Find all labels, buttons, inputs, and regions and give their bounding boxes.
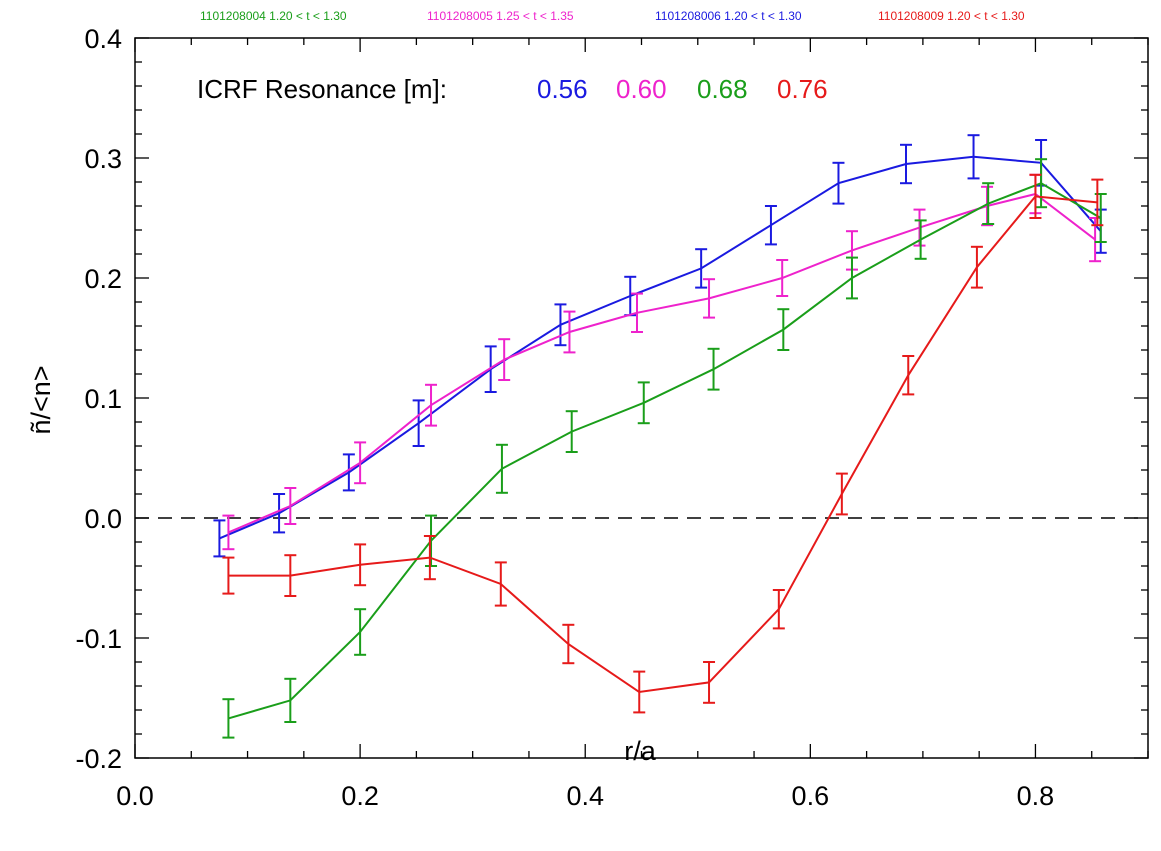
error-bar <box>772 589 785 630</box>
legend-entry: 0.68 <box>697 74 748 104</box>
error-bar <box>970 245 983 289</box>
error-bar <box>1035 158 1048 209</box>
y-tick-label: -0.1 <box>75 624 122 654</box>
error-bar <box>562 623 575 665</box>
error-bar <box>1029 173 1042 219</box>
error-bar <box>354 608 367 656</box>
x-tick-label: 0.4 <box>566 781 604 811</box>
error-bar <box>342 453 355 492</box>
axes: 0.0 0.2 0.4 0.6 0.8 -0.2 -0.1 0.0 0.1 0.2 0.3 0.4 <box>75 24 1149 811</box>
error-bar <box>354 441 367 485</box>
y-tick-label: 0.4 <box>84 24 122 54</box>
error-bar <box>222 556 235 595</box>
error-bar <box>967 134 980 180</box>
error-bar <box>284 554 297 597</box>
legend-entry: 0.60 <box>616 74 667 104</box>
error-bar <box>630 292 643 333</box>
error-bar <box>1091 178 1104 227</box>
error-bar <box>982 182 995 225</box>
shot-label: 1101208009 1.20 < t < 1.30 <box>878 9 1025 23</box>
series-layer <box>213 134 1107 739</box>
error-bar <box>695 248 708 289</box>
error-bar <box>981 185 994 227</box>
error-bar <box>633 670 646 714</box>
shot-label: 1101208004 1.20 < t < 1.30 <box>200 9 347 23</box>
error-bar <box>273 493 286 534</box>
error-bar <box>776 259 789 297</box>
error-bar <box>764 205 777 246</box>
error-bar <box>554 303 567 347</box>
shot-labels: 1101208004 1.20 < t < 1.30 1101208005 1.2… <box>200 9 1025 23</box>
y-tick-label: 0.2 <box>84 264 122 294</box>
series-0.68 <box>222 158 1107 739</box>
legend-entry: 0.76 <box>777 74 828 104</box>
legend-entry: 0.56 <box>537 74 588 104</box>
shot-label: 1101208005 1.25 < t < 1.35 <box>427 9 574 23</box>
error-bar <box>703 278 716 319</box>
x-tick-label: 0.2 <box>341 781 379 811</box>
error-bar <box>565 410 578 453</box>
legend: ICRF Resonance [m]: 0.56 0.60 0.68 0.76 <box>197 74 828 104</box>
series-0.76 <box>222 173 1104 714</box>
series-line <box>228 192 1096 534</box>
error-bar <box>845 256 858 300</box>
series-line <box>228 195 1098 694</box>
error-bar <box>563 310 576 354</box>
y-tick-label: 0.3 <box>84 144 122 174</box>
error-bar <box>423 535 436 581</box>
error-bar <box>777 308 790 351</box>
error-bar <box>354 543 367 587</box>
plot-frame <box>134 37 1149 759</box>
error-bar <box>914 219 927 260</box>
error-bar <box>703 661 716 704</box>
error-bar <box>900 143 913 185</box>
error-bar <box>832 161 845 205</box>
series-line <box>228 182 1102 720</box>
x-tick-label: 0.6 <box>792 781 830 811</box>
shot-label: 1101208006 1.20 < t < 1.30 <box>655 9 802 23</box>
series-0.60 <box>222 173 1102 551</box>
y-tick-label: -0.2 <box>75 744 122 774</box>
error-bar <box>707 347 720 391</box>
error-bar <box>835 472 848 516</box>
x-tick-label: 0.8 <box>1017 781 1055 811</box>
x-tick-label: 0.0 <box>116 781 154 811</box>
error-bar <box>495 443 508 494</box>
series-0.56 <box>213 134 1107 558</box>
error-bar <box>425 383 438 427</box>
error-bar <box>222 698 235 739</box>
legend-prefix: ICRF Resonance [m]: <box>197 74 447 104</box>
error-bar <box>498 338 511 381</box>
error-bar <box>902 355 915 396</box>
y-tick-label: 0.1 <box>84 384 122 414</box>
y-axis-title: ñ/<n> <box>26 365 56 434</box>
error-bar <box>412 399 425 447</box>
error-bar <box>494 561 507 607</box>
error-bar <box>624 275 637 317</box>
error-bar <box>222 514 235 551</box>
error-bar <box>284 487 297 525</box>
error-bar <box>637 381 650 425</box>
error-bar <box>213 519 226 558</box>
x-axis-title: r/a <box>624 736 656 766</box>
error-bar <box>284 677 297 723</box>
y-tick-label: 0.0 <box>84 504 122 534</box>
